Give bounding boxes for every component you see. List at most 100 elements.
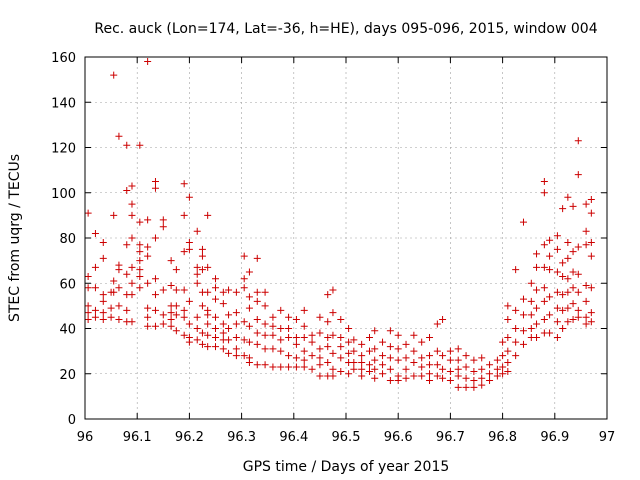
data-point [499,370,507,378]
data-point [144,252,152,260]
data-point [115,132,123,140]
data-point [410,372,418,380]
data-point [546,293,554,301]
data-point [569,248,577,256]
data-point [379,352,387,360]
data-point [84,315,92,323]
data-point [410,358,418,366]
data-point [180,286,188,294]
data-point [245,358,253,366]
data-point [212,334,219,342]
data-point [110,288,118,296]
data-point [379,361,387,369]
data-point [240,284,248,292]
data-point [337,334,345,342]
data-point [300,334,308,342]
data-point [91,263,99,271]
data-point [582,297,590,305]
data-point [261,288,269,296]
data-point [365,347,373,355]
data-point [193,270,201,278]
data-point [253,297,261,305]
data-point [574,243,582,251]
data-point [499,352,507,360]
data-point [193,325,201,332]
data-point [136,141,144,149]
data-point [512,266,520,274]
data-point [418,338,426,346]
data-point [574,313,582,321]
data-point [546,236,554,244]
data-point [198,245,206,253]
data-point [493,356,501,364]
y-tick-label: 140 [51,96,76,111]
data-point [269,313,277,321]
data-point [433,347,441,355]
data-point [261,361,269,369]
data-point [587,239,595,247]
data-point [345,349,353,357]
data-point [253,288,261,296]
data-point [324,334,332,342]
data-point [180,313,188,321]
data-point [99,239,107,247]
data-point [329,372,337,380]
data-point [504,302,512,310]
data-point [493,365,501,373]
data-point [358,358,366,366]
data-point [540,315,548,323]
data-point [99,254,107,262]
data-point [136,248,144,256]
data-point [136,241,144,249]
data-point [426,370,434,378]
data-point [564,288,572,296]
data-point [151,291,159,299]
data-point [446,347,454,355]
data-point [308,352,316,360]
data-point [300,322,308,330]
x-tick-label: 97 [599,430,616,445]
data-point [519,327,527,335]
data-point [540,189,548,197]
data-point [151,234,159,242]
data-point [253,340,261,348]
data-point [504,315,512,323]
data-point [316,313,324,321]
data-point [345,325,353,332]
data-point [277,325,285,332]
data-point [559,306,567,314]
data-point [110,71,118,79]
data-point [350,336,358,344]
data-point [198,252,206,260]
data-point [128,318,136,326]
data-point [277,363,285,371]
data-point [533,286,541,294]
data-point [225,325,233,332]
data-point [285,313,293,321]
data-point [240,275,248,283]
data-point [193,336,201,344]
data-point [553,245,561,253]
data-point [128,291,136,299]
data-point [329,286,337,294]
chart-title: Rec. auck (Lon=174, Lat=-36, h=HE), days… [94,21,597,37]
data-point [185,193,193,201]
data-point [512,306,520,314]
data-point [402,365,410,373]
data-point [144,304,152,312]
data-point [253,329,261,337]
data-point [204,288,212,296]
data-point [316,361,324,369]
data-point [167,315,175,323]
data-point [533,334,541,342]
data-point [433,361,441,369]
data-point [519,311,527,319]
data-point [123,270,131,278]
data-point [136,257,144,265]
data-point [569,300,577,308]
data-point [151,177,159,185]
data-point [204,343,212,351]
data-point [232,320,240,328]
data-point [470,383,478,391]
data-point [212,295,219,303]
